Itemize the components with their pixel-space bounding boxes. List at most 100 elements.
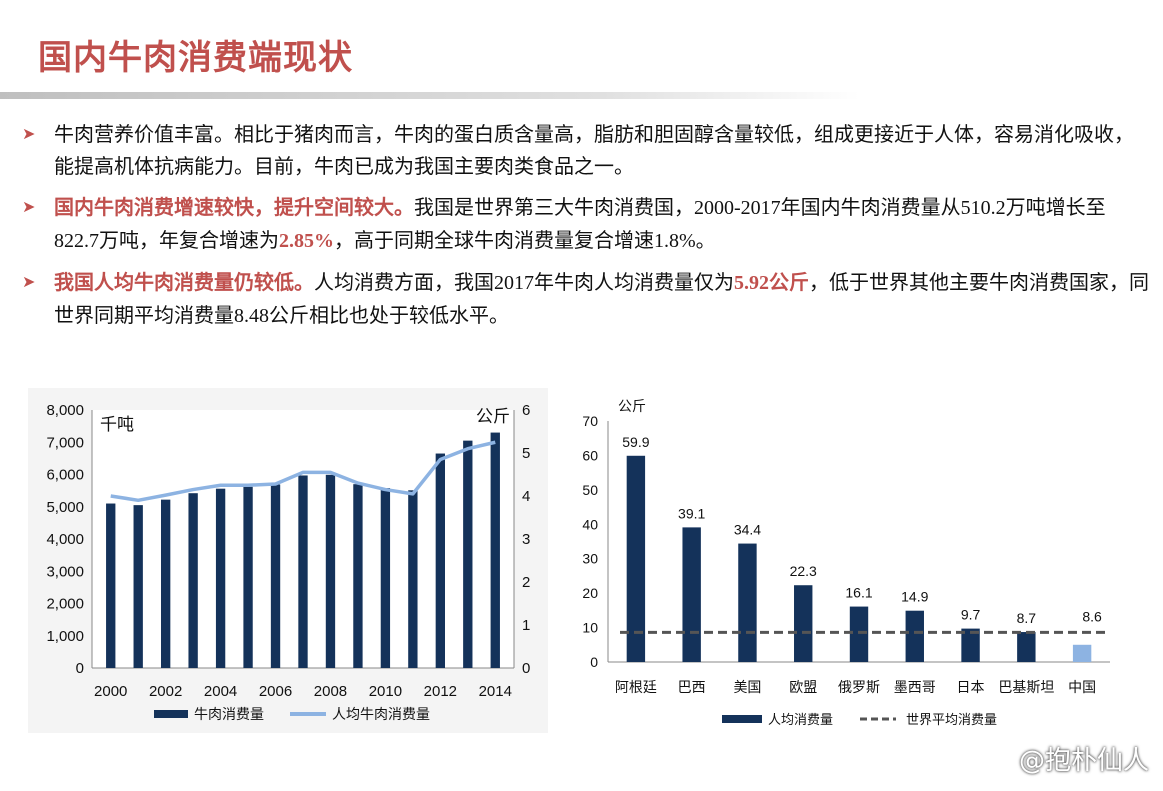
right-tick-label: 4 bbox=[522, 488, 530, 505]
x-tick-label: 2002 bbox=[149, 683, 182, 700]
category-label: 阿根廷 bbox=[615, 679, 657, 695]
bullet-segment: 822.7 bbox=[54, 230, 99, 252]
bullet-segment: 牛肉营养价值丰富。相比于猪肉而言，牛肉的蛋白质含量高，脂肪和胆固醇含量较低，组成… bbox=[54, 122, 1134, 178]
right-tick-label: 3 bbox=[522, 531, 530, 548]
country-bar bbox=[1072, 644, 1092, 662]
bullet-segment: 我国人均牛肉消费量仍较低。 bbox=[54, 270, 314, 294]
left-tick-label: 4,000 bbox=[46, 531, 84, 548]
bullet-text: 牛肉营养价值丰富。相比于猪肉而言，牛肉的蛋白质含量高，脂肪和胆固醇含量较低，组成… bbox=[54, 122, 1134, 178]
bullet-segment: 人均消费方面，我国 bbox=[314, 270, 494, 294]
per-capita-line bbox=[110, 440, 496, 503]
category-label: 巴基斯坦 bbox=[998, 679, 1054, 695]
left-tick-label: 1,000 bbox=[46, 628, 84, 645]
consumption-bar bbox=[325, 474, 336, 668]
country-bar bbox=[849, 606, 869, 662]
category-label: 墨西哥 bbox=[894, 679, 936, 695]
consumption-bar bbox=[298, 475, 308, 668]
right-tick-label: 1 bbox=[522, 617, 530, 634]
watermark-text: @抱朴仙人 bbox=[1018, 746, 1149, 776]
bar-data-label: 9.7 bbox=[961, 607, 981, 623]
consumption-bar bbox=[408, 490, 418, 668]
bullet-segment: 1.8% bbox=[654, 230, 696, 252]
bullet-segment: 510.2 bbox=[960, 197, 1006, 219]
arrow-bullet-icon: ➤ bbox=[22, 272, 36, 291]
bar-data-label: 22.3 bbox=[790, 563, 817, 579]
country-bar bbox=[961, 628, 980, 662]
consumption-bar bbox=[160, 499, 171, 668]
beef-consumption-chart: 0 1,000 2,000 3,000 4,000 5,000 6,000 7,000 8,00… bbox=[28, 388, 548, 733]
bullet-text: 国内牛肉消费增速较快，提升空间较大。我国是世界第三大牛肉消费国，2000-201… bbox=[54, 195, 1106, 252]
x-tick-label: 2004 bbox=[204, 683, 237, 700]
consumption-bar bbox=[133, 505, 143, 668]
consumption-bar bbox=[380, 488, 391, 668]
bullet-segment: 万吨增长至 bbox=[1005, 195, 1106, 219]
consumption-bar bbox=[188, 493, 198, 668]
right-tick-label: 5 bbox=[522, 445, 530, 462]
y-tick-label: 40 bbox=[582, 516, 598, 532]
country-bar bbox=[682, 527, 701, 662]
arrow-bullet-icon: ➤ bbox=[22, 124, 36, 143]
left-axis-unit: 千吨 bbox=[100, 415, 134, 434]
category-label: 俄罗斯 bbox=[838, 679, 880, 695]
country-bar bbox=[626, 455, 646, 662]
bar-data-label: 14.9 bbox=[901, 589, 928, 605]
y-tick-label: 60 bbox=[582, 447, 598, 463]
per-capita-country-chart: 0 10 20 30 40 50 60 70 公斤 59.9 阿根廷 39.1 巴西 34.4 美国 22.3… bbox=[570, 388, 1125, 733]
beef-consumption-svg: 0 1,000 2,000 3,000 4,000 5,000 6,000 7,000 8,00… bbox=[28, 388, 548, 733]
consumption-bar bbox=[490, 432, 500, 668]
x-tick-label: 2006 bbox=[259, 683, 292, 700]
consumption-bar bbox=[243, 486, 253, 668]
legend-label-bar: 牛肉消费量 bbox=[194, 706, 264, 722]
bullet-consumption-growth: ➤ 国内牛肉消费增速较快，提升空间较大。我国是世界第三大牛肉消费国，2000-2… bbox=[20, 191, 1150, 257]
bar-data-label: 39.1 bbox=[678, 505, 705, 521]
category-label: 巴西 bbox=[678, 679, 706, 695]
y-tick-label: 0 bbox=[590, 654, 598, 670]
right-tick-label: 0 bbox=[522, 660, 530, 677]
left-tick-label: 5,000 bbox=[46, 499, 84, 516]
y-axis-unit: 公斤 bbox=[618, 398, 646, 414]
legend-label-line: 人均牛肉消费量 bbox=[332, 706, 430, 722]
category-label: 美国 bbox=[733, 679, 761, 695]
per-capita-country-svg: 0 10 20 30 40 50 60 70 公斤 59.9 阿根廷 39.1 巴西 34.4 美国 22.3… bbox=[582, 398, 1110, 727]
country-bar bbox=[738, 543, 757, 662]
y-tick-label: 10 bbox=[582, 620, 598, 636]
country-bar bbox=[1017, 632, 1036, 662]
bar-data-label: 34.4 bbox=[734, 522, 761, 538]
arrow-bullet-icon: ➤ bbox=[22, 197, 36, 216]
consumption-bar bbox=[353, 484, 363, 668]
consumption-bar bbox=[215, 488, 226, 668]
legend-swatch-bar bbox=[722, 715, 762, 723]
right-tick-label: 6 bbox=[522, 402, 530, 419]
left-tick-label: 7,000 bbox=[46, 434, 84, 451]
consumption-bar bbox=[435, 453, 446, 668]
x-tick-label: 2010 bbox=[369, 683, 402, 700]
x-tick-label: 2008 bbox=[314, 683, 347, 700]
bullet-segment: 我国是世界第三大牛肉消费国， bbox=[414, 195, 694, 219]
legend-label-average: 世界平均消费量 bbox=[906, 712, 997, 727]
bullet-segment: ，高于同期全球牛肉消费量复合增速 bbox=[334, 228, 654, 252]
consumption-bar bbox=[463, 440, 473, 668]
y-tick-label: 20 bbox=[582, 585, 598, 601]
x-tick-label: 2000 bbox=[94, 683, 127, 700]
bullet-list: ➤ 牛肉营养价值丰富。相比于猪肉而言，牛肉的蛋白质含量高，脂肪和胆固醇含量较低，… bbox=[20, 118, 1150, 341]
bullet-segment: 年牛肉人均消费量仅为 bbox=[534, 270, 734, 294]
left-tick-label: 0 bbox=[76, 660, 84, 677]
title-divider bbox=[0, 92, 860, 99]
country-bar bbox=[905, 610, 924, 662]
bullet-segment: 5.92 bbox=[734, 272, 769, 294]
bullet-per-capita: ➤ 我国人均牛肉消费量仍较低。人均消费方面，我国2017年牛肉人均消费量仅为5.… bbox=[20, 266, 1150, 332]
bullet-segment: 公斤相比也处于较低水平。 bbox=[269, 303, 509, 327]
category-label: 欧盟 bbox=[789, 679, 817, 695]
bullet-segment: 2.85% bbox=[279, 230, 334, 252]
page-title: 国内牛肉消费端现状 bbox=[38, 38, 353, 78]
y-tick-label: 30 bbox=[582, 551, 598, 567]
legend-swatch-bar bbox=[154, 710, 188, 718]
bullet-segment: 2000-2017 bbox=[694, 197, 781, 219]
x-tick-label: 2014 bbox=[479, 683, 512, 700]
legend-label-bar: 人均消费量 bbox=[768, 712, 833, 727]
bullet-segment: 公斤 bbox=[769, 270, 809, 294]
bullet-segment: 年国内牛肉消费量从 bbox=[780, 195, 961, 219]
bullet-nutrition: ➤ 牛肉营养价值丰富。相比于猪肉而言，牛肉的蛋白质含量高，脂肪和胆固醇含量较低，… bbox=[20, 118, 1150, 182]
bullet-segment: ，低于世界其他主要牛肉消费国家，同世界同期平均消费量 bbox=[54, 270, 1149, 327]
left-tick-label: 2,000 bbox=[46, 596, 84, 613]
